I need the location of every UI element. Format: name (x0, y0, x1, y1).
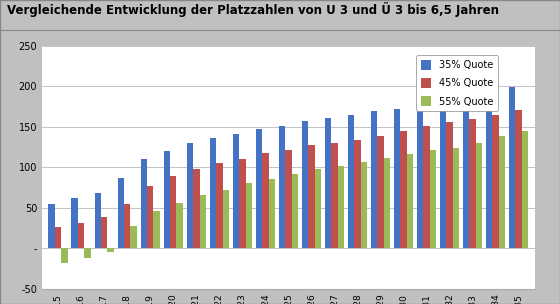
Bar (509, 87, 515, 248)
Bar (348, 115, 354, 248)
Bar (269, 178, 275, 248)
Bar (384, 158, 390, 248)
Bar (101, 217, 108, 248)
Bar (331, 143, 338, 248)
Bar (417, 104, 423, 248)
Bar (170, 176, 176, 248)
Bar (522, 131, 528, 248)
Bar (262, 154, 269, 248)
Bar (354, 140, 361, 248)
Bar (199, 195, 206, 248)
Bar (453, 148, 459, 248)
Legend: 35% Quote, 45% Quote, 55% Quote: 35% Quote, 45% Quote, 55% Quote (417, 55, 498, 111)
Bar (423, 126, 430, 248)
Bar (108, 248, 114, 251)
Bar (153, 211, 160, 248)
Bar (176, 203, 183, 248)
Bar (377, 136, 384, 248)
Bar (78, 223, 85, 248)
Bar (222, 190, 229, 248)
Bar (400, 131, 407, 248)
Bar (55, 227, 62, 248)
Bar (85, 248, 91, 258)
Bar (193, 169, 199, 248)
Bar (492, 115, 499, 248)
Bar (302, 121, 308, 248)
Bar (463, 96, 469, 248)
Bar (486, 91, 492, 248)
Bar (232, 134, 239, 248)
Bar (209, 138, 216, 248)
Bar (256, 129, 262, 248)
Bar (147, 186, 153, 248)
Bar (361, 162, 367, 248)
Bar (476, 143, 482, 248)
Bar (515, 110, 522, 248)
Bar (315, 169, 321, 248)
Bar (469, 119, 476, 248)
Bar (141, 159, 147, 248)
Bar (325, 118, 331, 248)
Bar (216, 163, 222, 248)
Bar (130, 226, 137, 248)
Bar (446, 122, 453, 248)
Bar (279, 126, 285, 248)
Bar (394, 109, 400, 248)
Bar (430, 150, 436, 248)
Bar (62, 248, 68, 263)
Bar (440, 101, 446, 248)
Bar (95, 193, 101, 248)
Bar (239, 159, 246, 248)
Bar (499, 136, 505, 248)
Bar (371, 111, 377, 248)
Bar (186, 143, 193, 248)
Bar (118, 178, 124, 248)
Bar (49, 204, 55, 248)
Bar (407, 154, 413, 248)
Bar (338, 166, 344, 248)
Bar (246, 183, 252, 248)
Bar (285, 150, 292, 248)
Bar (308, 145, 315, 248)
Bar (124, 205, 130, 248)
Bar (164, 151, 170, 248)
Bar (72, 198, 78, 248)
Bar (292, 174, 298, 248)
Text: Vergleichende Entwicklung der Platzzahlen von U 3 und Ü 3 bis 6,5 Jahren: Vergleichende Entwicklung der Platzzahle… (7, 2, 499, 16)
